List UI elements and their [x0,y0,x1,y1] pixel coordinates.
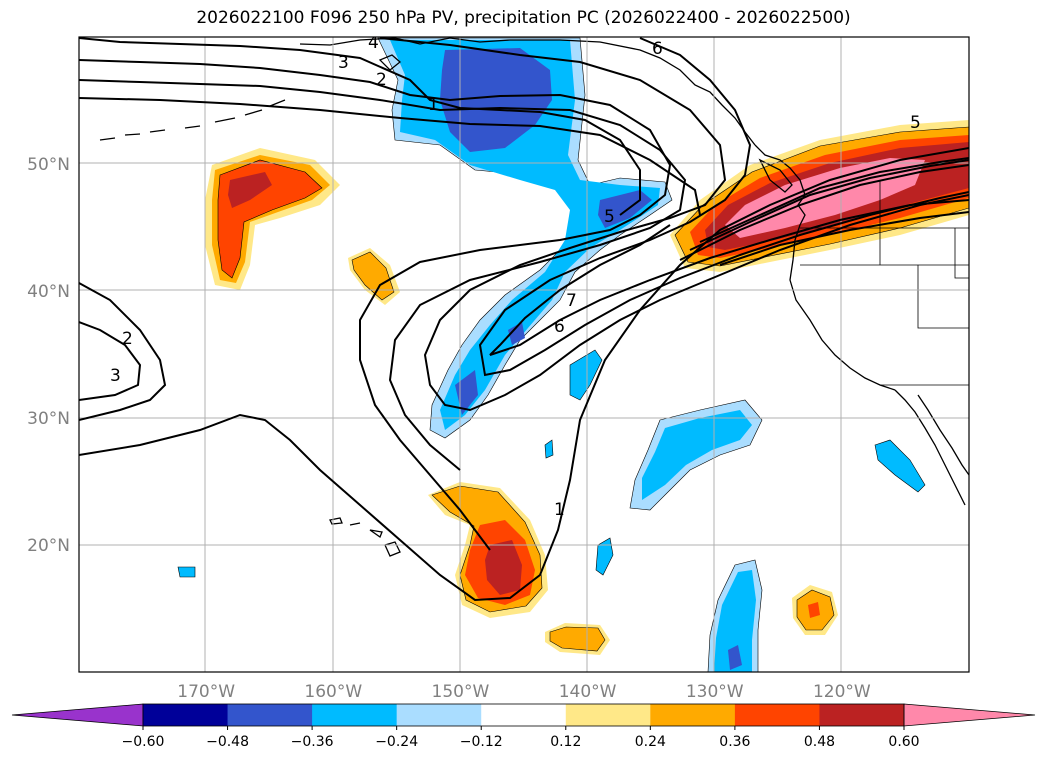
lon-tick-label: 130°W [686,682,744,702]
colorbar-frame [142,703,905,727]
colorbar-tick-label: 0.48 [804,734,835,750]
contour-label-2a: 2 [376,70,387,90]
latitude-labels: 20°N 30°N 40°N 50°N [27,155,70,556]
negative-region-small4 [544,439,554,459]
hawaii-islands [329,517,401,557]
lat-tick-label: 50°N [27,155,70,175]
colorbar-segment [143,704,229,726]
state-border-4 [954,228,969,279]
colorbar-segment [312,704,398,726]
negative-region-small2 [595,537,614,576]
aleutian-chain [99,99,286,141]
colorbar-tick-label: −0.12 [460,734,503,750]
negative-region-sw-dark [455,370,478,415]
political-borders [800,180,969,386]
colorbar-tick-label: −0.60 [122,734,165,750]
positive-region-small-west-orange [351,251,395,301]
pv-contour-1 [79,147,969,602]
map-title: 2026022100 F096 250 hPa PV, precipitatio… [196,8,851,28]
pv-contour-west-3 [79,321,142,401]
gridlines [79,37,969,672]
negative-region-small1 [569,349,603,401]
colorbar-segment [227,704,313,726]
baja-coast [894,389,966,506]
contour-label-1b: 1 [554,500,565,520]
lon-tick-label: 160°W [304,682,362,702]
kodiak-coast [378,54,402,71]
contour-label-6a: 6 [652,39,663,59]
contour-labels: 1 2 3 4 5 6 7 6 1 5 2 3 [110,33,921,520]
contour-label-7a: 7 [566,291,577,311]
colorbar-tick-label: −0.36 [291,734,334,750]
positive-region-small-east-red [808,602,820,618]
colorbar-segment [650,704,736,726]
lon-tick-label: 120°W [813,682,871,702]
colorbar: −0.60 −0.48 −0.36 −0.24 −0.12 0.12 0.24 0.36 0.4… [11,703,1036,750]
colorbar-tick-label: 0.12 [550,734,581,750]
colorbar-tick-label: −0.24 [375,734,418,750]
positive-region-small-south-orange [549,626,606,652]
pv-contour-4 [79,97,701,216]
positive-region-west-dark [228,172,272,208]
lon-tick-label: 170°W [177,682,235,702]
contour-label-1a: 1 [428,95,439,115]
contour-label-6b: 6 [554,317,565,337]
negative-region-south-dark [728,645,742,670]
baja-gulf-coast [917,394,969,476]
pv-contour-2 [79,59,672,551]
colorbar-extend-low [11,703,144,727]
pv-contour-band-b [689,159,969,251]
colorbar-segment [396,704,482,726]
positive-region-subtropical-dark [485,540,522,595]
colorbar-tick-label: 0.24 [635,734,666,750]
contour-label-5a: 5 [604,207,615,227]
colorbar-segment [819,704,905,726]
colorbar-tick-label: 0.36 [719,734,750,750]
pv-contour-1b [79,37,641,216]
lon-tick-label: 150°W [432,682,490,702]
lon-tick-label: 140°W [559,682,617,702]
alaska-coast [299,37,756,146]
bc-coast [754,144,806,241]
pv-contour-band-c [699,157,969,243]
negative-region-small5 [177,566,196,578]
longitude-labels: 170°W 160°W 150°W 140°W 130°W 120°W [177,682,871,702]
contour-label-2b: 2 [122,329,133,349]
lat-tick-label: 30°N [27,409,70,429]
contour-label-4a: 4 [368,33,379,53]
pv-contour-6 [478,37,969,377]
pv-contour-5 [379,37,969,412]
colorbar-extend-high [903,703,1036,727]
us-west-coast [789,239,896,391]
contour-label-3a: 3 [338,53,349,73]
pv-contour-west-2 [79,282,167,421]
negative-region-small3 [874,439,926,493]
contour-label-3b: 3 [110,366,121,386]
coastlines [99,37,969,557]
colorbar-tick-label: −0.48 [206,734,249,750]
negative-region-sw-dark2 [508,322,525,345]
negative-region-mid-dark [598,190,652,228]
contour-label-5b: 5 [910,113,921,133]
colorbar-segment [481,704,567,726]
pv-contour-7 [489,199,969,356]
map-area: 1 2 3 4 5 6 7 6 1 5 2 3 [79,33,969,672]
map-frame [78,36,970,673]
negative-region-east-core [642,410,752,500]
colorbar-segment [734,704,820,726]
pv-contour-3 [79,79,687,471]
pv-contours [79,37,969,602]
lat-tick-label: 40°N [27,282,70,302]
pv-contour-band-d [719,211,969,266]
precip-negative-shading [177,37,926,672]
colorbar-segment [565,704,651,726]
pv-contour-band-a [679,164,969,261]
negative-region-south-core [714,570,756,672]
vancouver-island [758,158,793,193]
lat-tick-label: 20°N [27,536,70,556]
state-border-3 [917,265,969,329]
colorbar-tick-label: 0.60 [888,734,919,750]
